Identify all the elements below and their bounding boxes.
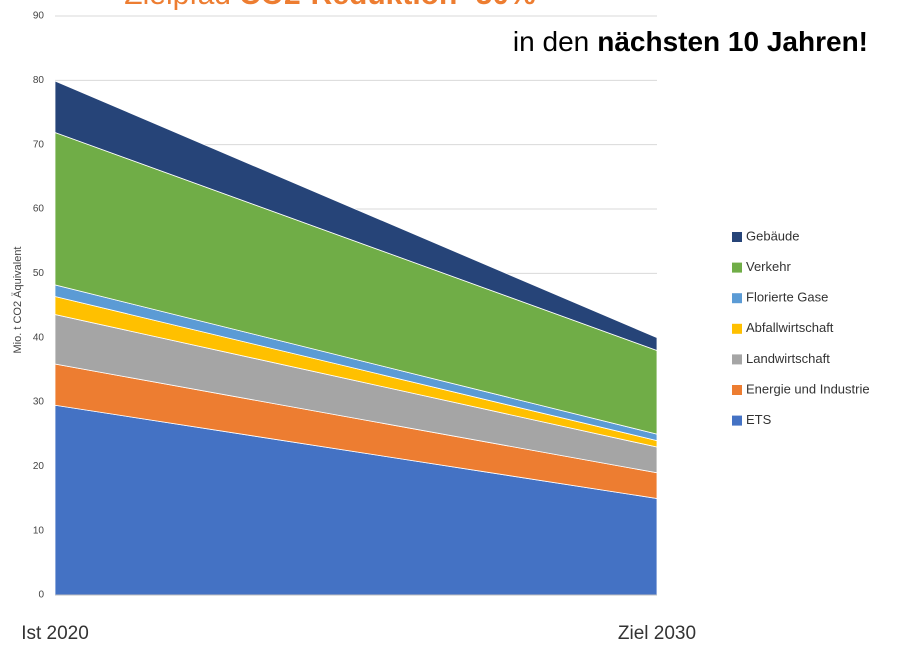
legend-label: Verkehr	[746, 259, 791, 274]
y-tick-label: 90	[33, 11, 45, 22]
legend-label: ETS	[746, 412, 772, 427]
y-tick-label: 50	[33, 268, 45, 279]
chart-title: Zielpfad CO2-Reduktion -50%	[124, 0, 535, 11]
title-normal: Zielpfad	[124, 0, 231, 11]
y-tick-label: 0	[38, 590, 44, 601]
legend-label: Abfallwirtschaft	[746, 320, 834, 335]
x-tick-label: Ziel 2030	[618, 623, 696, 644]
legend-swatch	[732, 354, 742, 365]
legend-swatch	[732, 323, 742, 334]
y-axis-label: Mio. t CO2 Äquivalent	[12, 247, 24, 354]
y-tick-label: 40	[33, 332, 45, 343]
y-tick-label: 30	[33, 397, 45, 408]
y-tick-label: 60	[33, 204, 45, 215]
legend-label: Gebäude	[746, 228, 800, 243]
legend-swatch	[732, 385, 742, 395]
y-tick-label: 80	[33, 75, 45, 86]
legend-swatch	[732, 293, 742, 304]
chart-subtitle: in den nächsten 10 Jahren!	[513, 26, 868, 57]
y-tick-label: 20	[33, 461, 45, 472]
title-bold: CO2-Reduktion -50%	[239, 0, 536, 11]
legend-label: Florierte Gase	[746, 290, 828, 305]
legend-label: Energie und Industrie	[746, 381, 870, 396]
legend-swatch	[732, 232, 742, 242]
legend-label: Landwirtschaft	[746, 351, 830, 366]
x-tick-label: Ist 2020	[21, 623, 89, 644]
y-tick-label: 10	[33, 525, 45, 536]
subtitle-normal: in den	[513, 26, 589, 57]
legend-swatch	[732, 415, 742, 426]
subtitle-bold: nächsten 10 Jahren!	[597, 26, 868, 57]
y-tick-label: 70	[33, 139, 45, 150]
area	[54, 80, 658, 352]
legend-swatch	[732, 262, 742, 273]
